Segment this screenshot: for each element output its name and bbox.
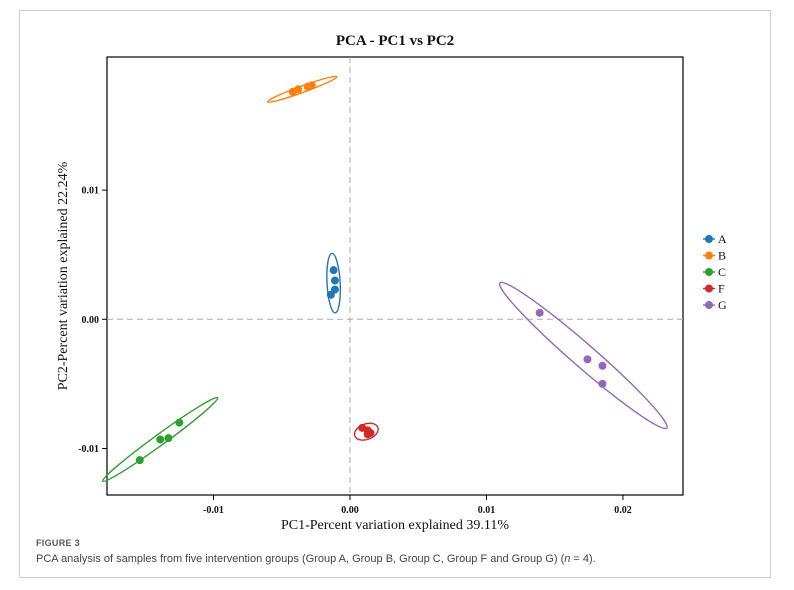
figure-label: FIGURE 3 — [36, 538, 80, 548]
figure-caption: PCA analysis of samples from five interv… — [36, 553, 596, 565]
legend-label-F: F — [718, 282, 725, 296]
group-ellipses — [102, 75, 668, 483]
point-group-G — [598, 361, 607, 370]
caption-text: PCA analysis of samples from five interv… — [36, 553, 565, 565]
x-tick-label: -0.01 — [203, 505, 224, 516]
point-group-G — [598, 379, 607, 388]
x-axis-label: PC1-Percent variation explained 39.11% — [281, 518, 509, 533]
legend-label-G: G — [718, 298, 727, 312]
x-tick-label: 0.01 — [478, 505, 496, 516]
y-tick-label: 0.00 — [82, 315, 100, 326]
point-group-C — [164, 434, 173, 443]
legend-label-B: B — [718, 249, 726, 263]
point-group-A — [326, 290, 335, 299]
caption-text-end: = 4). — [570, 553, 596, 565]
point-group-B — [294, 85, 303, 94]
point-group-F — [363, 430, 372, 439]
y-axis-label: PC2-Percent variation explained 22.24% — [56, 161, 71, 390]
y-tick-label: 0.01 — [82, 186, 100, 197]
point-group-A — [329, 266, 338, 275]
figure-card: PCA - PC1 vs PC2 -0.01 0.00 0.01 0.02 -0.01 0… — [19, 10, 771, 578]
legend-label-C: C — [718, 265, 726, 279]
point-group-C — [156, 435, 165, 444]
point-group-C — [135, 456, 144, 465]
legend-marker-B — [705, 251, 713, 260]
legend-marker-G — [705, 301, 713, 309]
point-group-B — [307, 81, 316, 90]
plot-frame — [106, 56, 684, 496]
legend-label-A: A — [718, 232, 727, 246]
ellipse-group-C — [102, 396, 219, 483]
legend-marker-A — [705, 235, 713, 243]
point-group-G — [535, 308, 544, 317]
y-tick-label: -0.01 — [78, 444, 99, 455]
reference-lines — [107, 57, 683, 495]
ellipse-group-G — [498, 281, 668, 430]
axis-ticks: -0.01 0.00 0.01 0.02 -0.01 0.00 0.01 — [78, 186, 632, 516]
legend-marker-C — [705, 268, 713, 276]
point-group-A — [330, 276, 339, 285]
ellipse-group-B — [266, 75, 338, 103]
x-tick-label: 0.02 — [614, 505, 632, 516]
data-points — [135, 81, 607, 465]
x-tick-label: 0.00 — [341, 505, 359, 516]
legend-marker-F — [705, 284, 713, 293]
caption-n: n — [564, 553, 571, 565]
ellipse-group-A — [326, 252, 342, 314]
chart-title: PCA - PC1 vs PC2 — [336, 33, 454, 49]
pca-chart: PCA - PC1 vs PC2 -0.01 0.00 0.01 0.02 -0.01 0… — [56, 33, 727, 533]
point-group-C — [175, 418, 184, 427]
point-group-G — [583, 355, 592, 364]
